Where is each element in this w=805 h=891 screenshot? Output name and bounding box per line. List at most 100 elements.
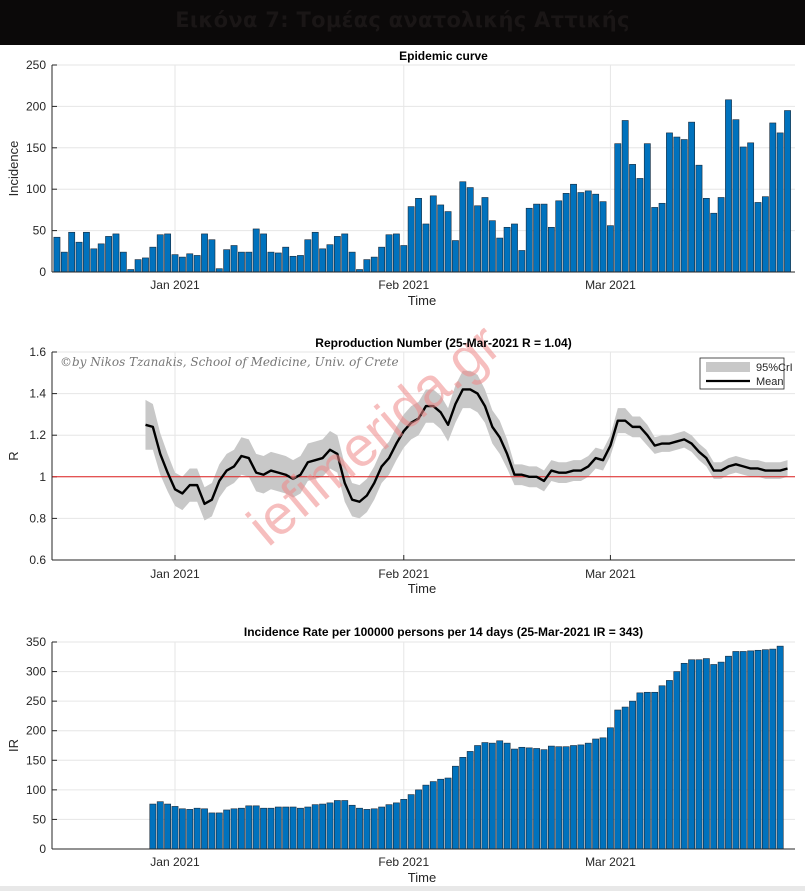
bar [688, 121, 695, 273]
bar [267, 807, 275, 850]
x-axis-label: Time [408, 293, 436, 308]
bar [570, 745, 577, 850]
chart-panel-2: 0.6 0.8 1 1.2 1.4 1.6 Jan 2021 Feb 2021 Mar 2021… [6, 311, 795, 596]
bar [319, 248, 326, 273]
bar [429, 195, 437, 273]
y-tick-label: 300 [26, 665, 46, 679]
bar [208, 239, 216, 273]
bar [400, 245, 408, 273]
y-tick-label: 150 [26, 753, 46, 767]
bar [695, 659, 703, 850]
bar [533, 203, 541, 273]
bar [702, 658, 710, 850]
bar [555, 200, 563, 273]
bar [134, 259, 142, 273]
bar [503, 226, 511, 273]
bar [496, 237, 504, 273]
bar [267, 251, 275, 273]
bar [459, 181, 467, 273]
y-tick-label: 200 [26, 99, 46, 113]
bar [769, 648, 777, 850]
bar [304, 806, 312, 850]
bar [511, 223, 518, 273]
bar [149, 803, 157, 850]
bar [570, 183, 577, 273]
bar [717, 197, 725, 273]
bar [710, 664, 718, 850]
bar [651, 207, 659, 273]
bar [496, 740, 504, 850]
bar [282, 246, 290, 273]
bar [341, 800, 349, 850]
x-tick-label: Mar 2021 [585, 278, 636, 292]
bar [518, 746, 526, 850]
bar [784, 110, 791, 273]
bar [666, 132, 673, 273]
chart-title: Reproduction Number (25-Mar-2021 R = 1.0… [315, 336, 571, 350]
bar [452, 765, 459, 850]
chart-panel-1: 0 50 100 150 200 250 Jan 2021 Feb 2021 Mar 2021 E… [6, 49, 795, 308]
bar [658, 202, 666, 273]
bar [378, 246, 386, 273]
bar [725, 99, 732, 273]
bar [385, 234, 393, 273]
bar [614, 143, 622, 273]
y-tick-label: 0 [39, 265, 46, 279]
bar [584, 190, 592, 273]
y-tick-label: 0.6 [29, 553, 46, 567]
bar [333, 236, 341, 273]
bar [717, 661, 725, 850]
bar [680, 139, 688, 273]
bar [754, 202, 762, 273]
bar [201, 808, 208, 850]
bar [186, 253, 194, 273]
bar [112, 233, 120, 273]
copyright-text: ©by Nikos Tzanakis, School of Medicine, … [60, 355, 399, 369]
bar [297, 807, 304, 850]
x-tick-label: Jan 2021 [150, 278, 200, 292]
bar [186, 809, 194, 850]
y-tick-label: 0.8 [29, 511, 46, 525]
bar [393, 233, 400, 273]
y-tick-label: 250 [26, 58, 46, 72]
bar [643, 143, 651, 273]
bar [547, 745, 555, 850]
bar [673, 136, 681, 273]
y-tick-label: 200 [26, 724, 46, 738]
y-axis-label: Incidence [6, 141, 21, 197]
bar [341, 233, 349, 273]
bar [105, 236, 112, 273]
mean-line [145, 388, 788, 506]
bar [223, 809, 231, 850]
bar [156, 801, 164, 850]
bar [688, 659, 695, 850]
x-tick-label: Mar 2021 [585, 855, 636, 869]
bar [702, 198, 710, 273]
x-tick-label: Jan 2021 [150, 855, 200, 869]
bar [459, 757, 467, 850]
bar [474, 205, 481, 273]
bar [171, 806, 179, 850]
bar [540, 749, 548, 850]
bar [260, 233, 267, 273]
bar [311, 804, 319, 850]
x-tick-label: Feb 2021 [378, 278, 429, 292]
bar [297, 255, 304, 273]
bar [577, 192, 585, 273]
x-axis-label: Time [408, 870, 436, 885]
y-tick-label: 150 [26, 141, 46, 155]
chart-title: Epidemic curve [399, 49, 488, 63]
bar [481, 742, 489, 850]
bar [474, 745, 481, 850]
bar [437, 778, 445, 850]
bar [452, 240, 459, 273]
bar [142, 257, 149, 273]
bar [370, 808, 378, 850]
bar [230, 245, 238, 273]
bar [444, 777, 452, 850]
bar [776, 645, 784, 850]
bar [614, 709, 622, 850]
bar [208, 812, 216, 850]
bar [178, 808, 186, 850]
bar [607, 727, 614, 850]
